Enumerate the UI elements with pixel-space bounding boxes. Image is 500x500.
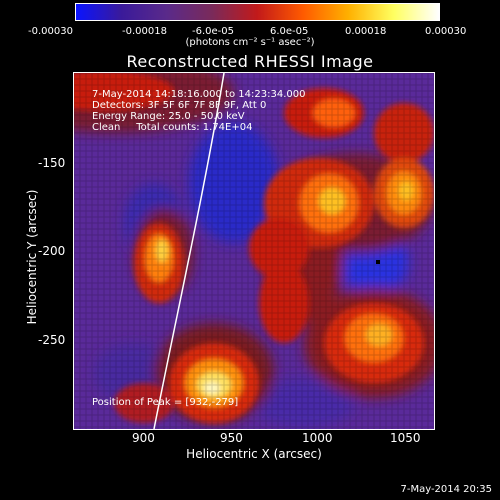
y-tick: -250: [38, 333, 66, 347]
colorbar-tick: 6.0e-05: [270, 26, 309, 37]
x-tick: 1050: [390, 431, 421, 445]
info-detectors: Detectors: 3F 5F 6F 7F 8F 9F, Att 0: [92, 100, 267, 111]
colorbar-tick: 0.00018: [345, 26, 387, 37]
colorbar-tick: -0.00030: [28, 26, 73, 37]
colorbar-tick: -6.0e-05: [192, 26, 234, 37]
rhessi-image: [74, 73, 434, 429]
info-energy-range: Energy Range: 25.0 - 50.0 keV: [92, 111, 245, 122]
colorbar: [75, 3, 440, 21]
info-time-range: 7-May-2014 14:18:16.000 to 14:23:34.000: [92, 89, 306, 100]
y-tick: -200: [38, 244, 66, 258]
colorbar-unit-label: (photons cm⁻² s⁻¹ asec⁻²): [185, 37, 315, 48]
x-tick: 950: [220, 431, 243, 445]
info-peak-position: Position of Peak = [932,-279]: [92, 397, 239, 408]
colorbar-tick: -0.00018: [122, 26, 167, 37]
y-tick: -150: [38, 156, 66, 170]
x-axis-label: Heliocentric X (arcsec): [186, 447, 322, 461]
plot-title: Reconstructed RHESSI Image: [126, 52, 374, 71]
x-tick: 1000: [302, 431, 333, 445]
y-axis-label: Heliocentric Y (arcsec): [25, 189, 39, 325]
colorbar-tick: 0.00030: [425, 26, 467, 37]
x-tick: 900: [132, 431, 155, 445]
timestamp: 7-May-2014 20:35: [400, 484, 492, 495]
rhessi-image-plot: 7-May-2014 14:18:16.000 to 14:23:34.000 …: [73, 72, 435, 430]
info-clean-counts: Clean Total counts: 1.74E+04: [92, 122, 253, 133]
